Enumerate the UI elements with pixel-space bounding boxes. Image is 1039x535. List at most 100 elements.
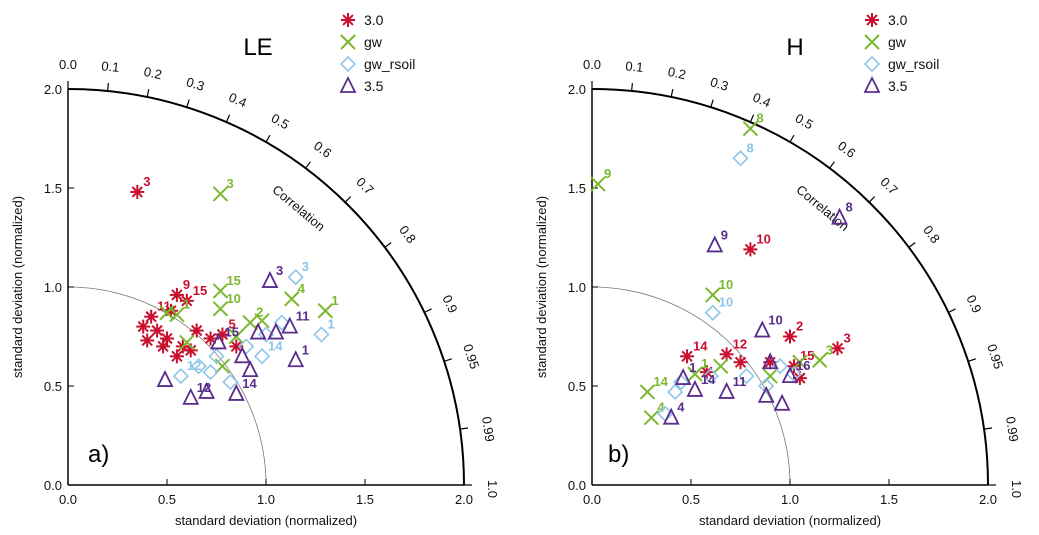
correlation-tick-label: 1.0 (485, 480, 500, 498)
taylor-panel-h: 0.0 0.5 1.0 1.5 2.0 0.0 0.5 1.0 1.5 2.0 standard d… (534, 12, 1024, 528)
panel-label: a) (88, 441, 109, 468)
data-point (705, 287, 721, 303)
x-axis-label: standard deviation (normalized) (699, 513, 881, 528)
correlation-tick-mark (948, 308, 956, 313)
data-point-label: 1 (327, 317, 334, 332)
data-point (202, 364, 219, 381)
data-point-label: 14 (242, 376, 257, 391)
data-point (317, 303, 334, 319)
y-tick-label: 1.0 (568, 280, 586, 295)
data-point-label: 14 (701, 372, 716, 387)
legend-label: gw_rsoil (364, 56, 415, 72)
correlation-tick-label: 0.4 (751, 89, 774, 110)
data-point (179, 334, 195, 351)
x-tick-label: 0.0 (583, 492, 601, 507)
data-point (781, 366, 799, 384)
data-point (742, 120, 759, 137)
correlation-tick-mark (631, 82, 633, 92)
data-point-label: 4 (298, 281, 306, 296)
data-point-label: 1 (701, 356, 708, 371)
data-point-label: 4 (657, 400, 665, 415)
correlation-axis-label: Correlation (269, 182, 327, 234)
correlation-tick-mark (424, 308, 432, 313)
outer-arc (591, 88, 989, 486)
correlation-tick-label: 0.6 (311, 138, 334, 161)
correlation-tick-label: 0.0 (583, 57, 601, 72)
correlation-tick-label: 0.95 (460, 342, 482, 371)
data-point-label: 8 (846, 200, 853, 215)
data-point (144, 309, 159, 324)
data-point-label: 10 (719, 295, 733, 310)
data-point (753, 320, 771, 338)
x-tick-label: 0.5 (682, 492, 700, 507)
data-point (667, 383, 684, 401)
data-point-label: 9 (604, 166, 611, 181)
legend-label: 3.5 (888, 78, 908, 94)
data-point-label: 9 (721, 227, 728, 242)
y-axis-label: standard deviation (normalized) (10, 196, 25, 378)
data-point-label: 12 (187, 358, 201, 373)
correlation-tick-label: 0.9 (963, 293, 984, 316)
data-point (687, 366, 703, 382)
data-point (156, 370, 174, 387)
data-point (227, 383, 245, 401)
data-point-label: 12 (733, 336, 747, 351)
data-point (136, 319, 151, 334)
data-point (738, 367, 755, 385)
correlation-axis-label: Correlation (793, 182, 851, 234)
correlation-tick-label: 0.1 (101, 58, 120, 75)
legend-marker-gw-rsoil (339, 55, 357, 73)
x-tick-label: 1.5 (880, 492, 898, 507)
data-point (674, 368, 692, 385)
x-tick-label: 0.5 (158, 492, 176, 507)
data-point (743, 242, 758, 257)
correlation-tick-label: 0.5 (269, 110, 292, 132)
data-point-label: 10 (768, 313, 782, 328)
legend-label: gw_rsoil (888, 56, 939, 72)
correlation-tick-mark (344, 196, 352, 203)
correlation-tick-mark (829, 161, 835, 169)
correlation-tick-label: 0.1 (625, 58, 644, 75)
correlation-tick-label: 0.6 (835, 138, 858, 161)
reference-std-arc (67, 286, 267, 486)
correlation-tick-label: 1.0 (1009, 480, 1024, 498)
data-point (792, 354, 808, 370)
data-point (150, 323, 165, 338)
correlation-tick-mark (384, 242, 392, 248)
data-point (783, 329, 797, 344)
correlation-tick-label: 0.3 (708, 74, 730, 94)
data-point-label: 10 (719, 277, 733, 292)
data-point (130, 184, 145, 199)
correlation-tick-mark (968, 358, 976, 362)
data-point-label: 8 (747, 140, 754, 155)
x-tick-label: 2.0 (455, 492, 473, 507)
data-point (253, 348, 271, 365)
data-point-label: 2 (256, 305, 263, 320)
legend: 3.0 gw gw_rsoil 3.5 (863, 12, 939, 94)
data-point-label: 3 (826, 342, 833, 357)
data-point-label: 1 (689, 360, 696, 375)
correlation-tick-mark (146, 89, 150, 98)
y-tick-label: 1.5 (44, 181, 62, 196)
correlation-tick-mark (444, 358, 452, 362)
legend-marker-3-0 (865, 13, 879, 27)
data-point-label: 2 (796, 319, 803, 334)
data-point-label: 14 (693, 338, 708, 353)
y-tick-label: 0.5 (568, 379, 586, 394)
data-point (190, 358, 207, 375)
correlation-tick-label: 0.9 (439, 293, 460, 316)
data-point-label: 3 (226, 176, 233, 191)
data-point (830, 341, 845, 356)
data-point (198, 381, 216, 399)
data-point (140, 333, 155, 348)
x-tick-label: 1.5 (356, 492, 374, 507)
legend-label: gw (888, 34, 907, 50)
data-point (212, 283, 229, 299)
data-point (811, 352, 828, 368)
data-point (241, 360, 259, 378)
x-tick-label: 0.0 (59, 492, 77, 507)
correlation-tick-label: 0.99 (1003, 416, 1021, 443)
